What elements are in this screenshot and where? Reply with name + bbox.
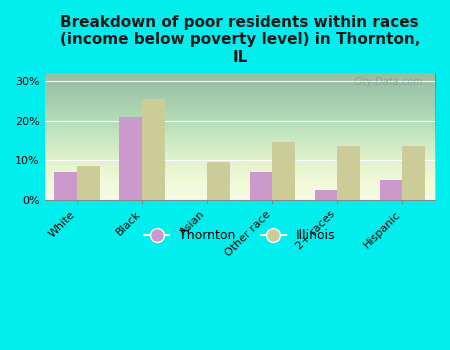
Bar (207, 162, 230, 200)
Bar (77, 166, 100, 200)
Bar (54, 172, 77, 200)
Bar (338, 146, 360, 200)
Bar (380, 180, 402, 200)
Text: City-Data.com: City-Data.com (354, 77, 423, 87)
Bar (119, 117, 142, 200)
Legend: Thornton, Illinois: Thornton, Illinois (140, 224, 340, 247)
Bar (315, 190, 338, 200)
Bar (142, 99, 165, 200)
Title: Breakdown of poor residents within races
(income below poverty level) in Thornto: Breakdown of poor residents within races… (59, 15, 420, 65)
Bar (402, 146, 425, 200)
Bar (272, 142, 295, 200)
Bar (250, 172, 272, 200)
